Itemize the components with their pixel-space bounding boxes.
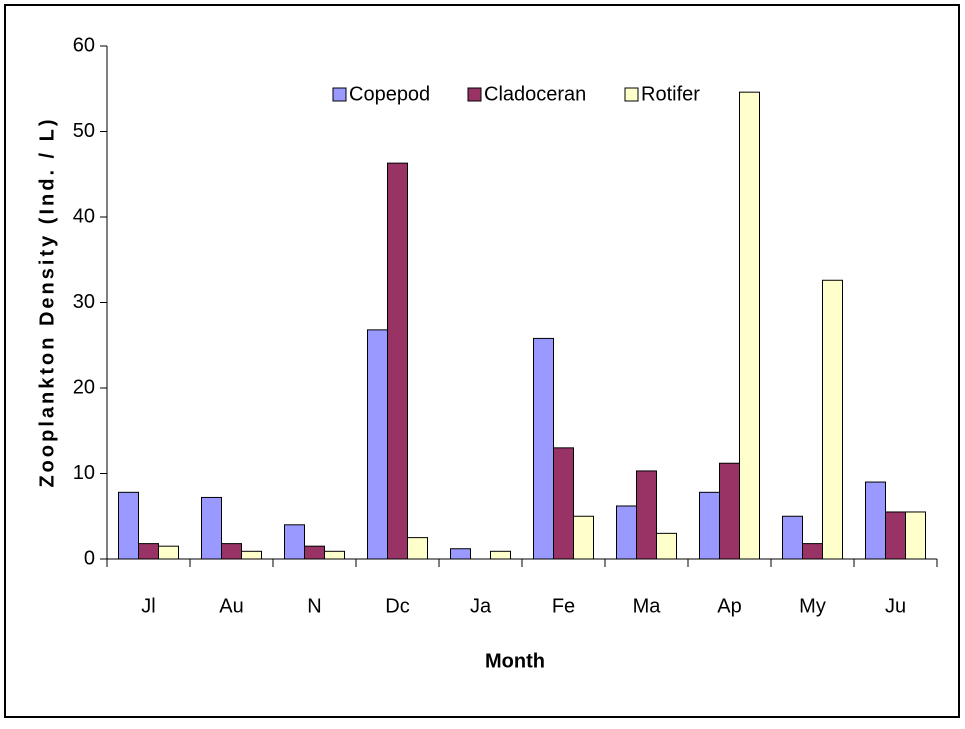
- y-axis-label: Zooplankton Density (Ind. / L): [36, 116, 58, 487]
- y-tick-label: 40: [73, 205, 95, 227]
- bar: [739, 91, 760, 560]
- y-tick-label: 10: [73, 462, 95, 484]
- bar: [387, 162, 408, 560]
- y-tick-label: 30: [73, 291, 95, 313]
- bar: [553, 447, 574, 560]
- x-tick-label: Au: [219, 595, 243, 617]
- x-tick-label: Jl: [141, 595, 155, 617]
- bar: [138, 543, 159, 560]
- bar: [221, 543, 242, 560]
- legend-label: Cladoceran: [484, 83, 586, 105]
- x-tick-label: Dc: [385, 595, 409, 617]
- bar: [533, 337, 554, 560]
- legend-swatch: [624, 87, 639, 102]
- bar: [367, 329, 388, 560]
- bar: [450, 548, 471, 560]
- bar: [158, 545, 179, 560]
- bar: [905, 511, 926, 560]
- bar: [304, 545, 325, 560]
- bar: [573, 515, 594, 560]
- x-tick-label: Ja: [470, 595, 492, 617]
- y-tick-label: 20: [73, 376, 95, 398]
- x-tick-label: Ma: [633, 595, 662, 617]
- bar: [616, 505, 637, 560]
- bar: [636, 470, 657, 560]
- y-tick-label: 0: [84, 547, 95, 569]
- bar: [490, 550, 511, 560]
- bar: [241, 550, 262, 560]
- x-tick-label: N: [307, 595, 321, 617]
- legend-label: Copepod: [349, 83, 430, 105]
- bar: [118, 491, 139, 560]
- x-tick-label: Fe: [552, 595, 575, 617]
- bar: [719, 462, 740, 560]
- bar: [865, 481, 886, 560]
- bar: [885, 511, 906, 560]
- bar: [656, 532, 677, 560]
- y-tick-label: 50: [73, 120, 95, 142]
- bar: [802, 543, 823, 560]
- bar: [284, 524, 305, 560]
- bar: [324, 550, 345, 560]
- y-tick-label: 60: [73, 34, 95, 56]
- x-tick-label: Ju: [885, 595, 906, 617]
- legend-swatch: [467, 87, 482, 102]
- x-tick-label: Ap: [717, 595, 741, 617]
- bar: [201, 496, 222, 560]
- bar: [407, 537, 428, 560]
- x-axis-label: Month: [485, 650, 545, 672]
- legend-label: Rotifer: [641, 83, 700, 105]
- chart-border: [4, 4, 960, 718]
- bar: [699, 491, 720, 560]
- bar: [782, 515, 803, 560]
- bar: [822, 279, 843, 560]
- x-tick-label: My: [799, 595, 826, 617]
- legend-swatch: [332, 87, 347, 102]
